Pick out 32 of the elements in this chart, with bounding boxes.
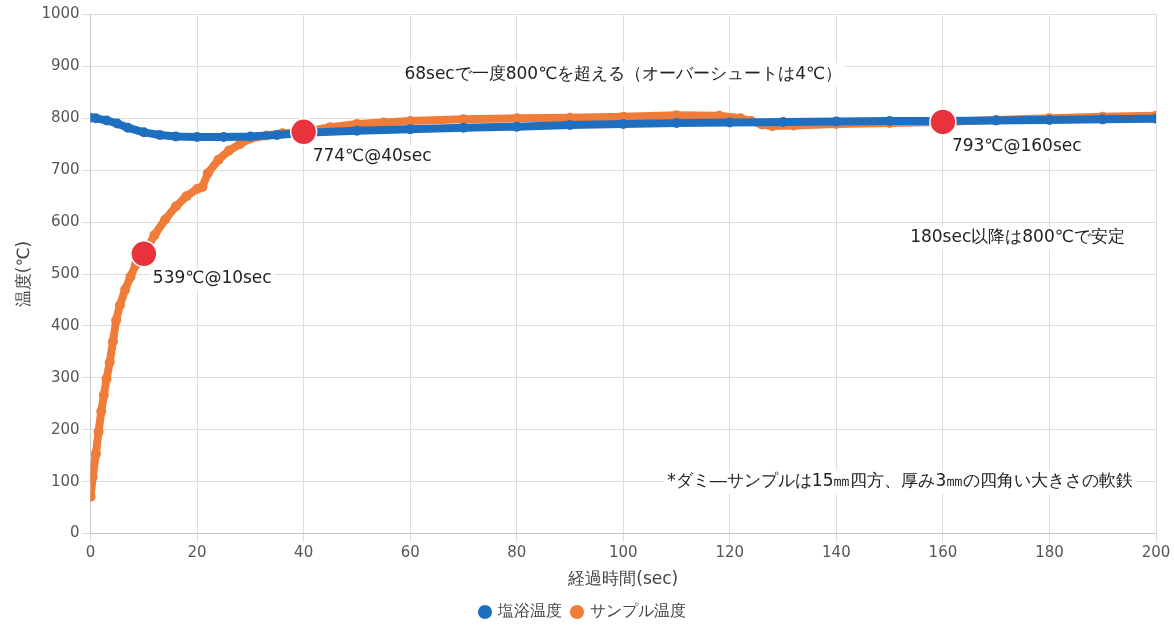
y-tick-label: 500	[50, 263, 80, 282]
x-tick-label: 20	[187, 543, 207, 562]
legend-label: 塩浴温度	[497, 601, 562, 621]
y-tick-label: 0	[70, 523, 80, 542]
y-tick-label: 300	[50, 367, 80, 386]
y-tick-label: 600	[50, 212, 80, 231]
y-tick-label: 700	[50, 160, 80, 179]
x-axis-title: 経過時間(sec)	[567, 568, 679, 589]
x-tick-label: 200	[1141, 543, 1171, 562]
x-tick-label: 40	[294, 543, 314, 562]
annotation: 68secで一度800℃を超える（オーバーシュートは4℃）	[404, 62, 843, 83]
annotation: 793℃@160sec	[951, 135, 1082, 156]
x-tick-label: 160	[928, 543, 958, 562]
y-tick-label: 100	[50, 471, 80, 490]
x-tick-label: 120	[715, 543, 745, 562]
x-tick-label: 0	[85, 543, 96, 562]
annotation: 180sec以降は800℃で安定	[910, 226, 1125, 247]
x-tick-label: 60	[400, 543, 420, 562]
annotation: 774℃@40sec	[312, 145, 432, 166]
y-tick-label: 400	[50, 315, 80, 334]
y-tick-label: 900	[50, 56, 80, 75]
x-tick-label: 180	[1035, 543, 1064, 562]
y-axis-title: 温度(℃)	[12, 240, 33, 308]
x-tick-label: 100	[608, 543, 638, 562]
y-tick-label: 200	[50, 419, 80, 438]
y-tick-label: 800	[50, 108, 80, 127]
y-tick-label: 1000	[41, 4, 80, 23]
x-tick-label: 140	[822, 543, 851, 562]
x-tick-label: 80	[507, 543, 527, 562]
legend-label: サンプル温度	[590, 601, 686, 621]
annotation: 539℃@10sec	[152, 267, 272, 288]
annotation: *ダミ―サンプルは15㎜四方、厚み3㎜の四角い大きさの軟鉄	[667, 470, 1134, 491]
